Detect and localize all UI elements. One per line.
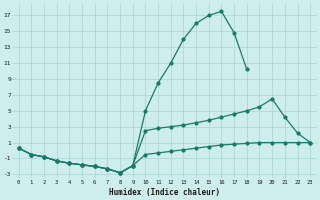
X-axis label: Humidex (Indice chaleur): Humidex (Indice chaleur) <box>109 188 220 197</box>
